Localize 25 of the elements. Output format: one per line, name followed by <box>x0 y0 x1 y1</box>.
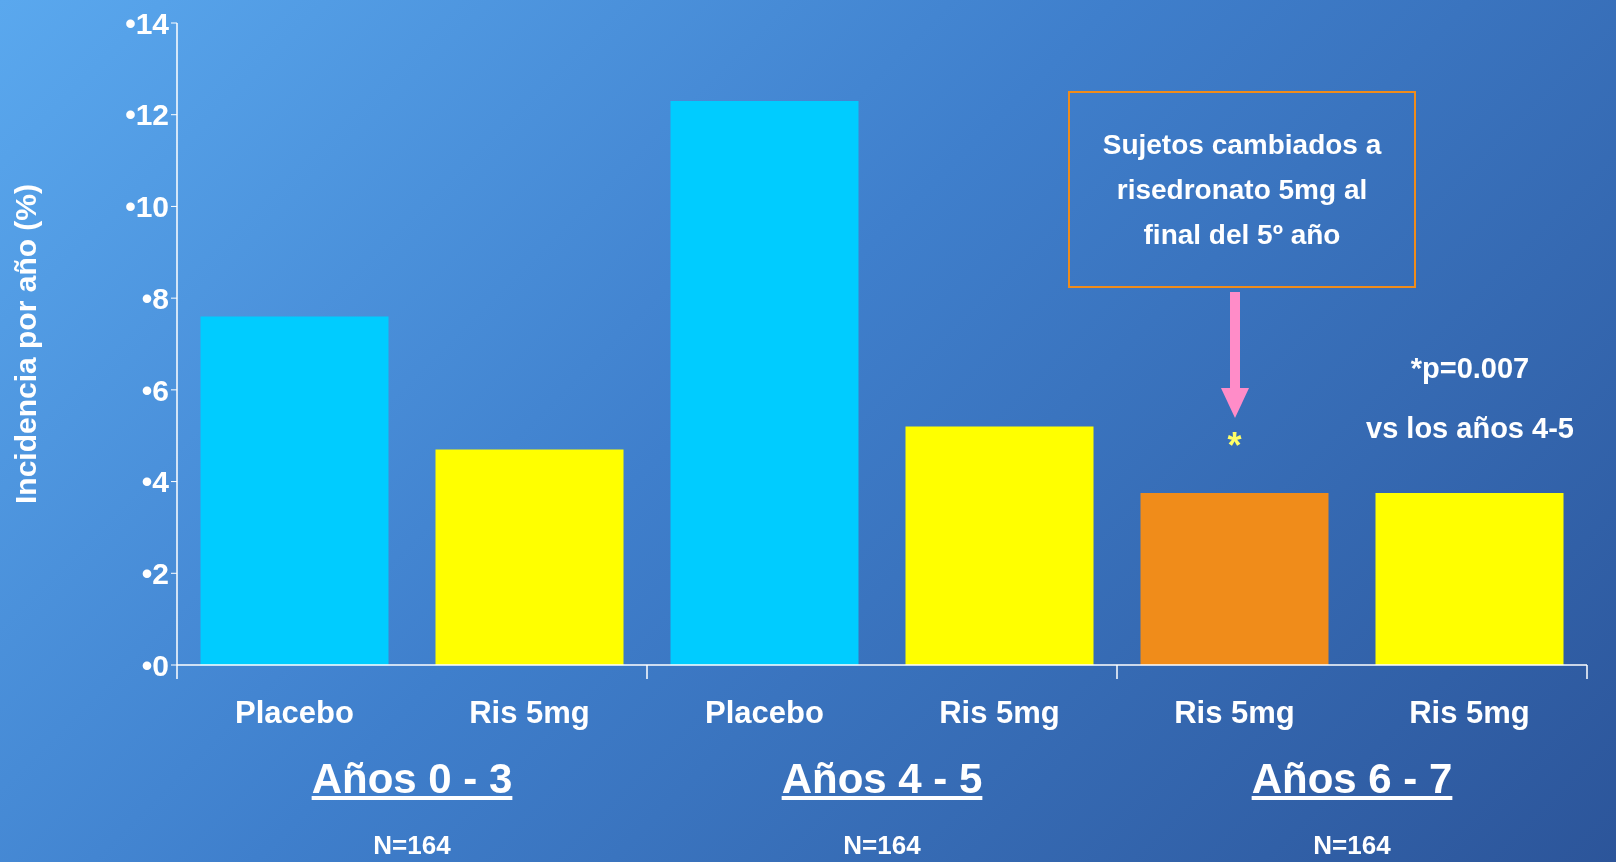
x-tick-label: Ris 5mg <box>469 695 590 730</box>
x-tick-label: Ris 5mg <box>1409 695 1530 730</box>
annotation: * <box>1226 425 1243 467</box>
text: N=164 <box>1312 830 1392 861</box>
y-tick-label: •14 <box>125 6 170 40</box>
text: Años 6 - 7 <box>1250 755 1454 803</box>
text: N=164 <box>372 830 452 861</box>
y-tick-label: •6 <box>141 373 169 407</box>
y-tick-label: •0 <box>141 648 169 682</box>
x-tick-label: Placebo <box>235 695 354 730</box>
x-tick-label: Placebo <box>705 695 824 730</box>
y-tick-label: •8 <box>141 281 169 315</box>
y-tick-label: •2 <box>141 556 169 590</box>
y-tick-label: •12 <box>125 98 169 132</box>
y-tick-label: •4 <box>141 465 170 499</box>
x-tick-label: Ris 5mg <box>939 695 1060 730</box>
text: Años 0 - 3 <box>310 755 514 803</box>
annotation: Sujetos cambiados a risedronato 5mg al final del 5º año <box>1068 91 1416 288</box>
y-tick-label: •10 <box>125 190 169 224</box>
y-axis-title: Incidencia por año (%) <box>8 183 42 505</box>
annotation: vs los años 4-5 <box>1365 412 1575 445</box>
text: Años 4 - 5 <box>780 755 984 803</box>
annotation: *p=0.007 <box>1409 352 1531 385</box>
text: N=164 <box>842 830 922 861</box>
x-tick-label: Ris 5mg <box>1174 695 1295 730</box>
